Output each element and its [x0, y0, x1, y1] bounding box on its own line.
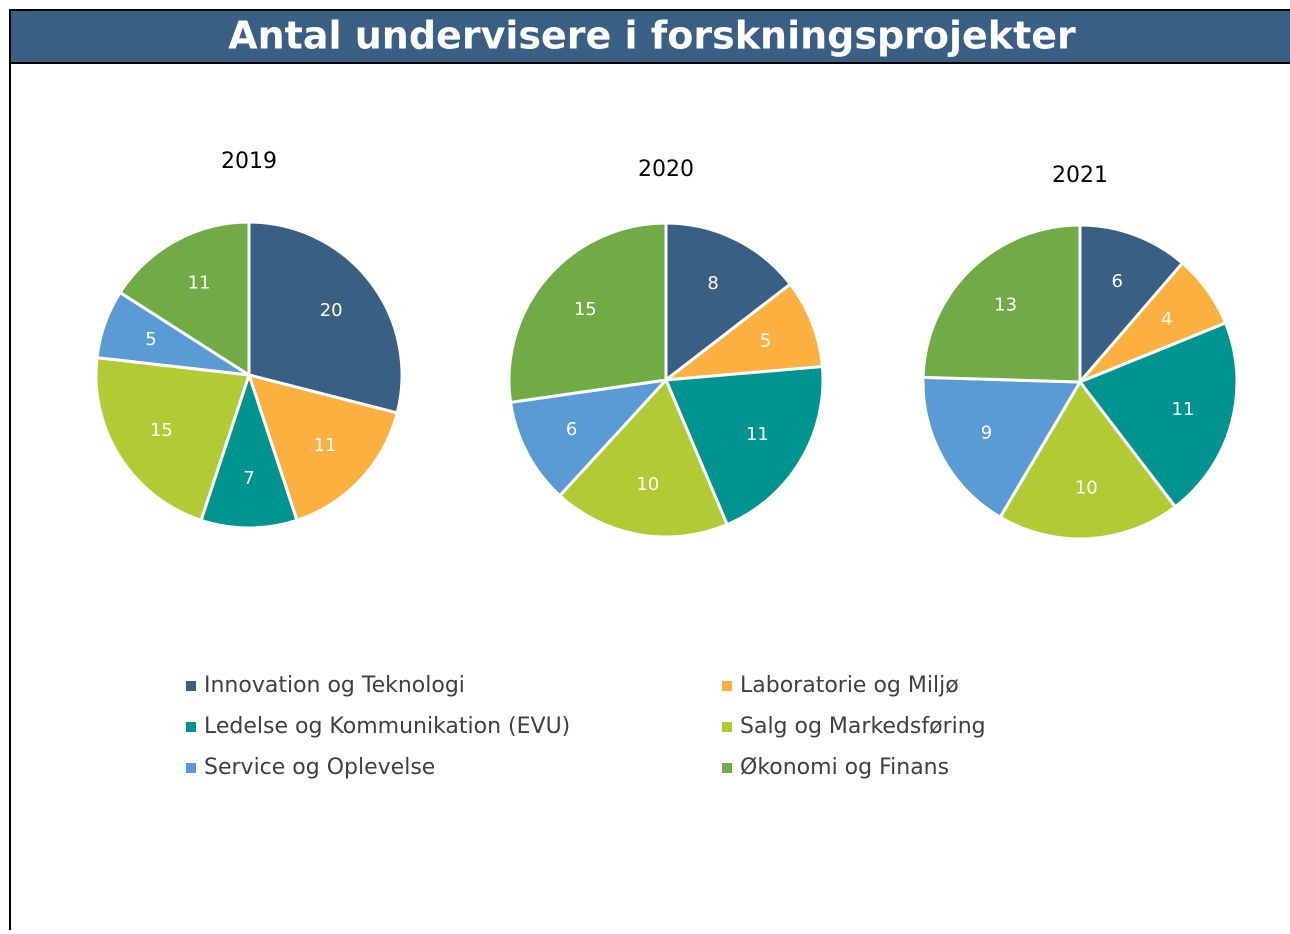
legend-swatch: [186, 681, 196, 691]
page-title: Antal undervisere i forskningsprojekter: [228, 14, 1076, 58]
legend-label: Salg og Markedsføring: [740, 714, 986, 739]
data-label: 11: [188, 273, 211, 294]
data-label: 15: [574, 299, 597, 320]
header-bar: [9, 9, 1290, 64]
pie-slice: [557, 377, 730, 539]
pie-title: 2019: [221, 149, 277, 174]
data-label: 5: [145, 329, 156, 350]
data-label: 6: [1111, 271, 1122, 292]
pie-slice: [921, 375, 1083, 520]
legend-swatch: [722, 681, 732, 691]
data-label: 8: [707, 273, 718, 294]
data-label: 15: [150, 420, 173, 441]
legend-swatch: [722, 763, 732, 773]
pie-title: 2020: [638, 157, 694, 182]
pie-slice: [94, 355, 252, 523]
data-label: 11: [314, 435, 337, 456]
data-label: 11: [1172, 399, 1195, 420]
pie-slice: [1077, 321, 1239, 509]
legend-label: Laboratorie og Miljø: [740, 673, 959, 698]
pie-slice: [118, 220, 251, 378]
pie-slice: [199, 370, 299, 530]
legend-label: Innovation og Teknologi: [204, 673, 465, 698]
pie-slice: [247, 220, 404, 415]
data-label: 20: [320, 300, 343, 321]
legend-swatch: [186, 763, 196, 773]
legend-swatch: [186, 722, 196, 732]
data-label: 4: [1161, 309, 1172, 330]
legend-label: Økonomi og Finans: [740, 755, 949, 780]
legend-label: Ledelse og Kommunikation (EVU): [204, 714, 570, 739]
data-label: 9: [981, 423, 992, 444]
pie-slice: [664, 221, 793, 384]
pie-slice: [507, 221, 668, 405]
legend-label: Service og Oplevelse: [204, 755, 435, 780]
data-label: 10: [1075, 478, 1098, 499]
data-label: 6: [566, 419, 577, 440]
data-label: 11: [746, 424, 769, 445]
pie-slice: [663, 364, 825, 527]
legend-swatch: [722, 722, 732, 732]
pie-slice: [921, 223, 1082, 384]
data-label: 10: [636, 474, 659, 495]
pie-slice: [998, 379, 1178, 541]
data-label: 13: [994, 294, 1017, 315]
data-label: 7: [243, 468, 254, 489]
data-label: 5: [760, 330, 771, 351]
pie-title: 2021: [1052, 163, 1108, 188]
pie-slice: [661, 282, 825, 382]
pie-slice: [1078, 223, 1185, 387]
pie-slice: [508, 377, 670, 498]
